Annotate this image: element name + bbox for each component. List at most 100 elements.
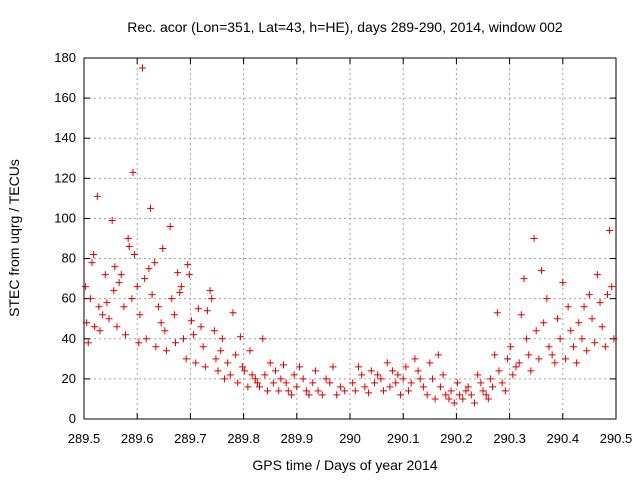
data-point (358, 371, 366, 379)
data-point (192, 359, 200, 367)
data-point (166, 222, 174, 230)
data-point (282, 379, 290, 387)
data-point (509, 371, 517, 379)
data-point (416, 375, 424, 383)
data-point (88, 259, 96, 267)
data-point (477, 379, 485, 387)
data-point (82, 283, 90, 291)
data-point (520, 275, 528, 283)
data-point (154, 303, 162, 311)
x-tick-label: 289.8 (227, 431, 260, 446)
x-axis-ticks: 289.5 289.6 289.7 289.8 289.9 290 290.1 290.2 29… (68, 58, 632, 446)
data-point (314, 387, 322, 395)
data-point (311, 367, 319, 375)
data-point (540, 319, 548, 327)
data-point (336, 383, 344, 391)
data-point (548, 351, 556, 359)
data-point (405, 387, 413, 395)
data-point (383, 359, 391, 367)
data-point (464, 383, 472, 391)
data-point (212, 355, 220, 363)
data-point (157, 319, 165, 327)
data-point (588, 315, 596, 323)
data-point (397, 391, 405, 399)
data-point (218, 335, 226, 343)
data-point (370, 379, 378, 387)
data-point (545, 343, 553, 351)
data-point (447, 387, 455, 395)
data-point (290, 371, 298, 379)
data-point (445, 395, 453, 403)
data-point (99, 311, 107, 319)
data-point (532, 327, 540, 335)
data-point (428, 375, 436, 383)
y-tick-label: 40 (62, 331, 76, 346)
data-point (162, 347, 170, 355)
data-point (259, 335, 267, 343)
data-point (168, 295, 176, 303)
data-point (551, 359, 559, 367)
x-tick-label: 289.9 (281, 431, 314, 446)
data-point (601, 343, 609, 351)
data-point (208, 295, 216, 303)
data-point (190, 331, 198, 339)
data-point (299, 375, 307, 383)
data-point (256, 383, 264, 391)
data-point (108, 216, 116, 224)
data-point (284, 387, 292, 395)
data-point (236, 333, 244, 341)
data-point (326, 379, 334, 387)
data-point (569, 343, 577, 351)
y-tick-label: 140 (54, 130, 76, 145)
data-point (439, 371, 447, 379)
data-point (367, 367, 375, 375)
data-point (411, 355, 419, 363)
data-point (402, 363, 410, 371)
data-point (176, 289, 184, 297)
x-tick-label: 290.1 (387, 431, 420, 446)
data-point (105, 315, 113, 323)
data-point (159, 245, 167, 253)
data-point (293, 383, 301, 391)
data-point (142, 335, 150, 343)
data-point (139, 64, 147, 72)
data-point (377, 375, 385, 383)
data-point (295, 363, 303, 371)
data-point (206, 287, 214, 295)
data-point (414, 367, 422, 375)
data-point (120, 303, 128, 311)
data-point (442, 391, 450, 399)
y-tick-label: 160 (54, 90, 76, 105)
data-point (136, 311, 144, 319)
data-point (507, 343, 515, 351)
x-tick-label: 289.5 (68, 431, 101, 446)
data-point (489, 383, 497, 391)
data-point (419, 383, 427, 391)
data-point (148, 291, 156, 299)
data-point (515, 359, 523, 367)
data-point (199, 343, 207, 351)
chart-title: Rec. acor (Lon=351, Lat=43, h=HE), days … (127, 19, 563, 35)
data-point (608, 283, 616, 291)
data-point (374, 371, 382, 379)
data-point (111, 263, 119, 271)
data-point (241, 367, 249, 375)
data-point (491, 351, 499, 359)
plot-frame (83, 57, 617, 420)
data-point (580, 303, 588, 311)
data-point (596, 299, 604, 307)
data-point (361, 383, 369, 391)
data-point (322, 375, 330, 383)
data-point (453, 379, 461, 387)
data-point (302, 387, 310, 395)
data-point (121, 331, 129, 339)
data-point (129, 168, 137, 176)
data-point (93, 192, 101, 200)
data-point (484, 395, 492, 403)
data-point (161, 327, 169, 335)
data-point (583, 347, 591, 355)
data-point (95, 303, 103, 311)
data-point (474, 371, 482, 379)
data-point (591, 339, 599, 347)
